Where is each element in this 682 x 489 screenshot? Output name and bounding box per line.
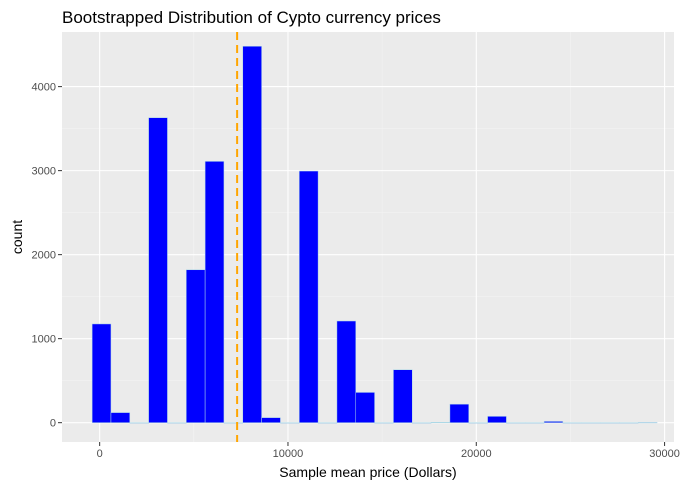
x-tick-label: 10000 (273, 448, 304, 460)
y-tick-label: 1000 (32, 334, 56, 346)
histogram-bar (374, 422, 394, 424)
histogram-bar (223, 422, 244, 424)
histogram-bar (543, 421, 564, 423)
histogram-bar (336, 320, 357, 423)
histogram-bar (487, 416, 507, 423)
histogram-bar (355, 392, 375, 423)
histogram-bar (299, 170, 319, 423)
histogram-bar (280, 422, 300, 424)
histogram-bar (242, 46, 262, 423)
histogram-bar (317, 422, 338, 424)
histogram-bar (581, 422, 601, 424)
y-axis-title: count (9, 220, 25, 254)
histogram-bar (261, 417, 281, 423)
bars (91, 46, 658, 424)
histogram-bar (148, 117, 168, 423)
histogram-bar (562, 422, 582, 424)
histogram-bar (468, 422, 488, 424)
histogram-bar (412, 422, 432, 424)
x-axis: 0 10000 20000 30000 (97, 442, 680, 460)
y-tick-label: 4000 (32, 82, 56, 94)
histogram-bar (619, 422, 639, 424)
x-tick-label: 20000 (461, 448, 492, 460)
histogram-bar (524, 422, 545, 424)
histogram-bar (167, 422, 187, 424)
x-tick-label: 30000 (649, 448, 680, 460)
histogram-bar (637, 422, 658, 424)
histogram-bar (393, 369, 413, 423)
y-tick-label: 0 (50, 418, 56, 430)
grid-major (62, 32, 674, 442)
x-tick-label: 0 (97, 448, 103, 460)
y-tick-label: 3000 (32, 166, 56, 178)
histogram-bar (449, 403, 469, 423)
x-axis-title: Sample mean price (Dollars) (279, 464, 456, 480)
histogram-bar (204, 161, 225, 423)
y-tick-label: 2000 (32, 250, 56, 262)
histogram-bar (600, 422, 620, 424)
histogram-bar (186, 269, 206, 423)
histogram-bar (129, 422, 149, 424)
histogram-bar (91, 323, 112, 423)
histogram-bar (430, 422, 451, 424)
histogram-bar (110, 412, 131, 423)
y-axis: 0 1000 2000 3000 4000 (32, 82, 62, 430)
chart-title: Bootstrapped Distribution of Cypto curre… (62, 8, 441, 27)
histogram-bar (506, 422, 526, 424)
